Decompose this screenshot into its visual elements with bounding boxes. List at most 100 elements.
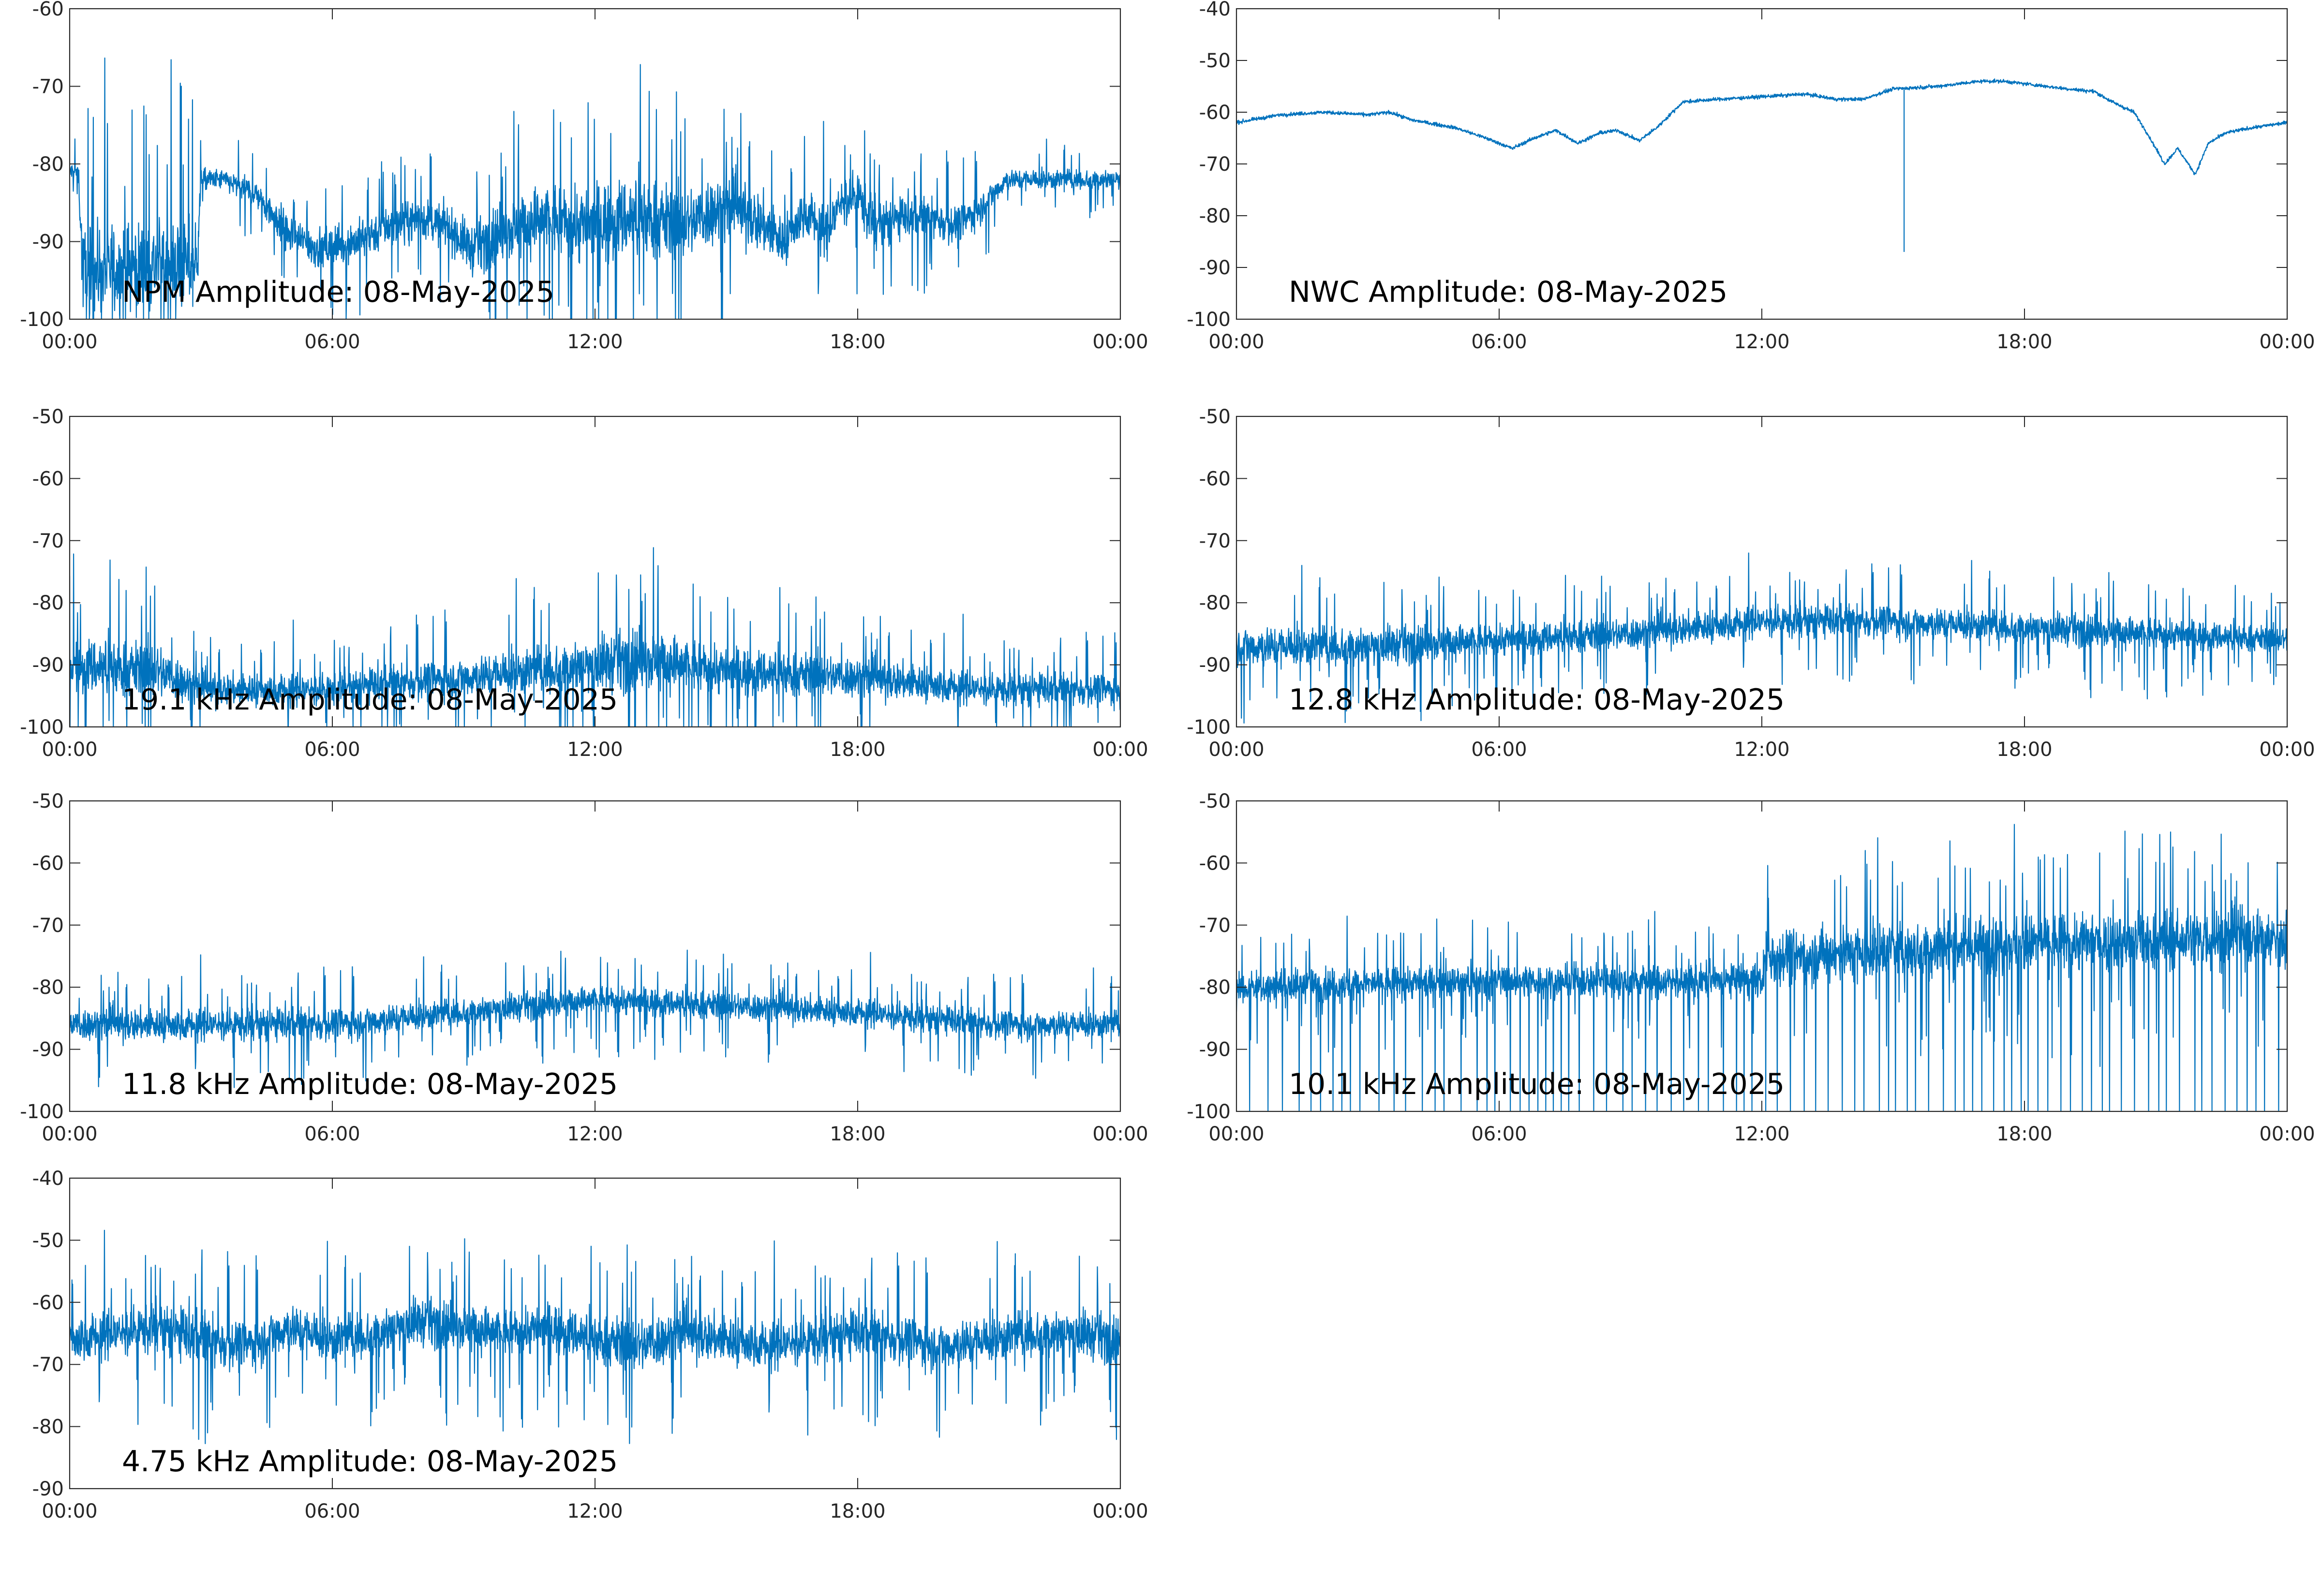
series-line	[1236, 78, 2287, 252]
y-tick-label: -90	[32, 1039, 64, 1061]
x-tick-label: 12:00	[1734, 1123, 1789, 1145]
y-tick-label: -80	[1199, 592, 1231, 614]
chart-title: 11.8 kHz Amplitude: 08-May-2025	[122, 1067, 618, 1101]
chart-panel-5: 00:00 06:00 12:00 18:00 00:00 -50 -60 -70 -80 -90…	[20, 790, 1148, 1145]
series-line	[70, 57, 1120, 319]
chart-panel-3: 00:00 06:00 12:00 18:00 00:00 -50 -60 -70 -80 -90…	[20, 406, 1148, 761]
x-tick-label: 00:00	[1092, 1123, 1148, 1145]
x-tick-label: 12:00	[1734, 739, 1789, 761]
y-tick-label: -40	[32, 1167, 64, 1190]
y-tick-label: -80	[32, 153, 64, 176]
chart-title: 10.1 kHz Amplitude: 08-May-2025	[1289, 1067, 1785, 1101]
y-tick-label: -100	[20, 716, 64, 739]
y-tick-label: -50	[1199, 50, 1231, 72]
x-tick-label: 18:00	[1996, 739, 2052, 761]
x-tick-label: 06:00	[304, 739, 360, 761]
y-tick-label: -60	[32, 0, 64, 20]
y-tick-label: -80	[1199, 205, 1231, 227]
chart-title: 4.75 kHz Amplitude: 08-May-2025	[122, 1445, 618, 1478]
x-tick-label: 18:00	[830, 1123, 885, 1145]
y-tick-label: -60	[1199, 102, 1231, 124]
x-tick-label: 00:00	[42, 739, 97, 761]
x-tick-label: 12:00	[567, 1500, 623, 1522]
y-tick-label: -50	[1199, 406, 1231, 428]
x-tick-label: 00:00	[2259, 331, 2315, 353]
y-tick-label: -50	[32, 790, 64, 813]
y-tick-label: -90	[1199, 1039, 1231, 1061]
y-tick-label: -90	[1199, 257, 1231, 279]
y-tick-label: -70	[32, 76, 64, 98]
x-tick-label: 00:00	[1092, 331, 1148, 353]
y-tick-label: -60	[32, 1292, 64, 1314]
chart-panel-1: 00:00 06:00 12:00 18:00 00:00 -60 -70 -80 -90 -10…	[20, 0, 1148, 353]
y-tick-label: -50	[1199, 790, 1231, 813]
x-tick-label: 18:00	[830, 1500, 885, 1522]
x-tick-label: 00:00	[1092, 1500, 1148, 1522]
chart-title: 19.1 kHz Amplitude: 08-May-2025	[122, 683, 618, 717]
y-tick-label: -70	[1199, 153, 1231, 176]
y-tick-label: -70	[1199, 530, 1231, 552]
y-tick-label: -70	[1199, 915, 1231, 937]
x-tick-label: 00:00	[1208, 1123, 1264, 1145]
x-tick-label: 12:00	[567, 1123, 623, 1145]
y-tick-label: -60	[1199, 468, 1231, 490]
x-tick-label: 06:00	[304, 331, 360, 353]
x-tick-label: 12:00	[567, 331, 623, 353]
y-tick-label: -80	[32, 592, 64, 614]
x-tick-label: 00:00	[1092, 739, 1148, 761]
x-tick-label: 00:00	[2259, 1123, 2315, 1145]
y-tick-label: -90	[32, 231, 64, 253]
y-tick-label: -90	[1199, 654, 1231, 677]
y-tick-label: -50	[32, 1229, 64, 1252]
y-tick-label: -60	[32, 468, 64, 490]
x-tick-label: 00:00	[42, 1123, 97, 1145]
axes-frame	[1235, 415, 2288, 728]
y-tick-label: -90	[32, 654, 64, 677]
series-line	[1236, 824, 2287, 1111]
series-line	[70, 547, 1120, 727]
x-tick-label: 00:00	[1208, 739, 1264, 761]
y-tick-label: -100	[1187, 309, 1231, 331]
x-tick-label: 06:00	[1471, 1123, 1527, 1145]
y-tick-label: -90	[32, 1478, 64, 1500]
chart-panel-7: 00:00 06:00 12:00 18:00 00:00 -40 -50 -60 -70 -80…	[32, 1167, 1148, 1522]
chart-title: NWC Amplitude: 08-May-2025	[1289, 275, 1727, 309]
y-tick-label: -70	[32, 530, 64, 552]
axes-frame	[69, 800, 1121, 1112]
x-tick-label: 12:00	[1734, 331, 1789, 353]
x-tick-label: 12:00	[567, 739, 623, 761]
y-tick-label: -80	[32, 976, 64, 999]
chart-title: 12.8 kHz Amplitude: 08-May-2025	[1289, 683, 1785, 717]
chart-panel-6: 00:00 06:00 12:00 18:00 00:00 -50 -60 -70 -80 -90…	[1187, 790, 2315, 1145]
y-tick-label: -50	[32, 406, 64, 428]
y-tick-label: -70	[32, 1354, 64, 1376]
x-tick-label: 00:00	[2259, 739, 2315, 761]
series-line	[70, 949, 1120, 1088]
x-tick-label: 06:00	[304, 1123, 360, 1145]
chart-panel-4: 00:00 06:00 12:00 18:00 00:00 -50 -60 -70 -80 -90…	[1187, 406, 2315, 761]
y-tick-label: -60	[1199, 852, 1231, 874]
x-tick-label: 00:00	[42, 331, 97, 353]
x-tick-label: 06:00	[1471, 331, 1527, 353]
y-tick-label: -100	[1187, 716, 1231, 739]
axes-frame	[1235, 8, 2288, 320]
x-tick-label: 06:00	[304, 1500, 360, 1522]
y-tick-label: -80	[32, 1416, 64, 1438]
x-tick-label: 00:00	[42, 1500, 97, 1522]
chart-title: NPM Amplitude: 08-May-2025	[122, 275, 554, 309]
x-tick-label: 18:00	[830, 739, 885, 761]
y-tick-label: -40	[1199, 0, 1231, 20]
x-tick-label: 06:00	[1471, 739, 1527, 761]
y-tick-label: -80	[1199, 976, 1231, 999]
y-tick-label: -100	[1187, 1101, 1231, 1123]
y-tick-label: -60	[32, 852, 64, 874]
y-tick-label: -100	[20, 309, 64, 331]
series-line	[70, 1229, 1120, 1444]
x-tick-label: 18:00	[1996, 1123, 2052, 1145]
series-line	[1236, 552, 2287, 724]
chart-panel-2: 00:00 06:00 12:00 18:00 00:00 -40 -50 -60 -70 -80…	[1187, 0, 2315, 353]
x-tick-label: 18:00	[1996, 331, 2052, 353]
y-tick-label: -100	[20, 1101, 64, 1123]
x-tick-label: 18:00	[830, 331, 885, 353]
